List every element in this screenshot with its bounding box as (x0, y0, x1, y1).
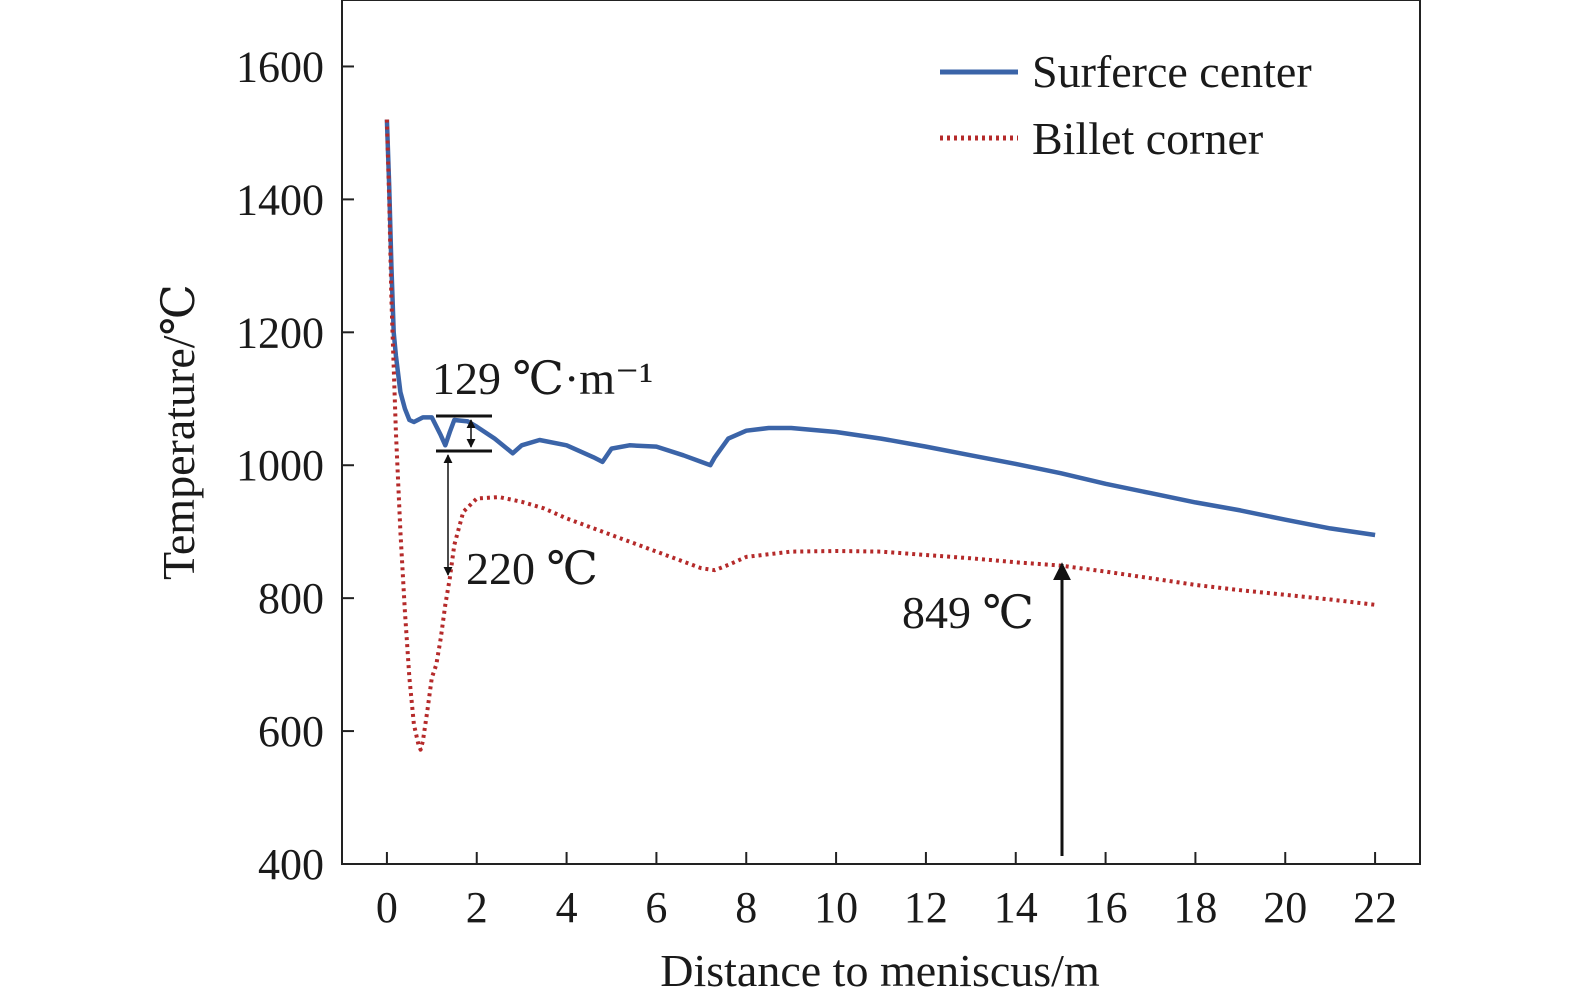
gradient-annotation: 129 ℃·m⁻¹ (432, 353, 653, 404)
x-tick-label-6: 6 (645, 883, 667, 932)
x-tick-label-4: 4 (556, 883, 578, 932)
annotations: 129 ℃·m⁻¹ 220 ℃ 849 ℃ (432, 353, 1071, 856)
series-layer (384, 119, 1376, 752)
x-axis: 0 2 4 6 8 10 12 14 16 18 20 22 (376, 852, 1397, 932)
y-tick-label-1200: 1200 (236, 308, 324, 357)
x-tick-label-18: 18 (1173, 883, 1217, 932)
y-axis: 400 600 800 1000 1200 1400 1600 (236, 42, 354, 889)
y-tick-label-1400: 1400 (236, 175, 324, 224)
legend-label-billet-corner: Billet corner (1032, 113, 1263, 164)
difference-annotation: 220 ℃ (466, 543, 598, 594)
x-tick-label-14: 14 (994, 883, 1038, 932)
x-tick-label-10: 10 (814, 883, 858, 932)
y-tick-label-600: 600 (258, 707, 324, 756)
y-tick-label-800: 800 (258, 574, 324, 623)
x-tick-label-8: 8 (735, 883, 757, 932)
x-tick-label-16: 16 (1084, 883, 1128, 932)
x-tick-label-22: 22 (1353, 883, 1397, 932)
y-axis-label: Temperature/℃ (153, 284, 204, 580)
series-line-billet-corner (384, 119, 1376, 752)
series-line-surface-center (384, 119, 1376, 538)
x-axis-label: Distance to meniscus/m (660, 945, 1100, 996)
y-tick-label-400: 400 (258, 840, 324, 889)
x-tick-label-0: 0 (376, 883, 398, 932)
plot-frame (341, 0, 1421, 865)
x-tick-label-2: 2 (466, 883, 488, 932)
y-tick-label-1000: 1000 (236, 441, 324, 490)
x-tick-label-12: 12 (904, 883, 948, 932)
legend-label-surface-center: Surferce center (1032, 46, 1312, 97)
legend: Surferce center Billet corner (940, 46, 1312, 164)
temp-15m-annotation: 849 ℃ (902, 587, 1034, 638)
x-tick-label-20: 20 (1263, 883, 1307, 932)
y-tick-label-1600: 1600 (236, 42, 324, 91)
